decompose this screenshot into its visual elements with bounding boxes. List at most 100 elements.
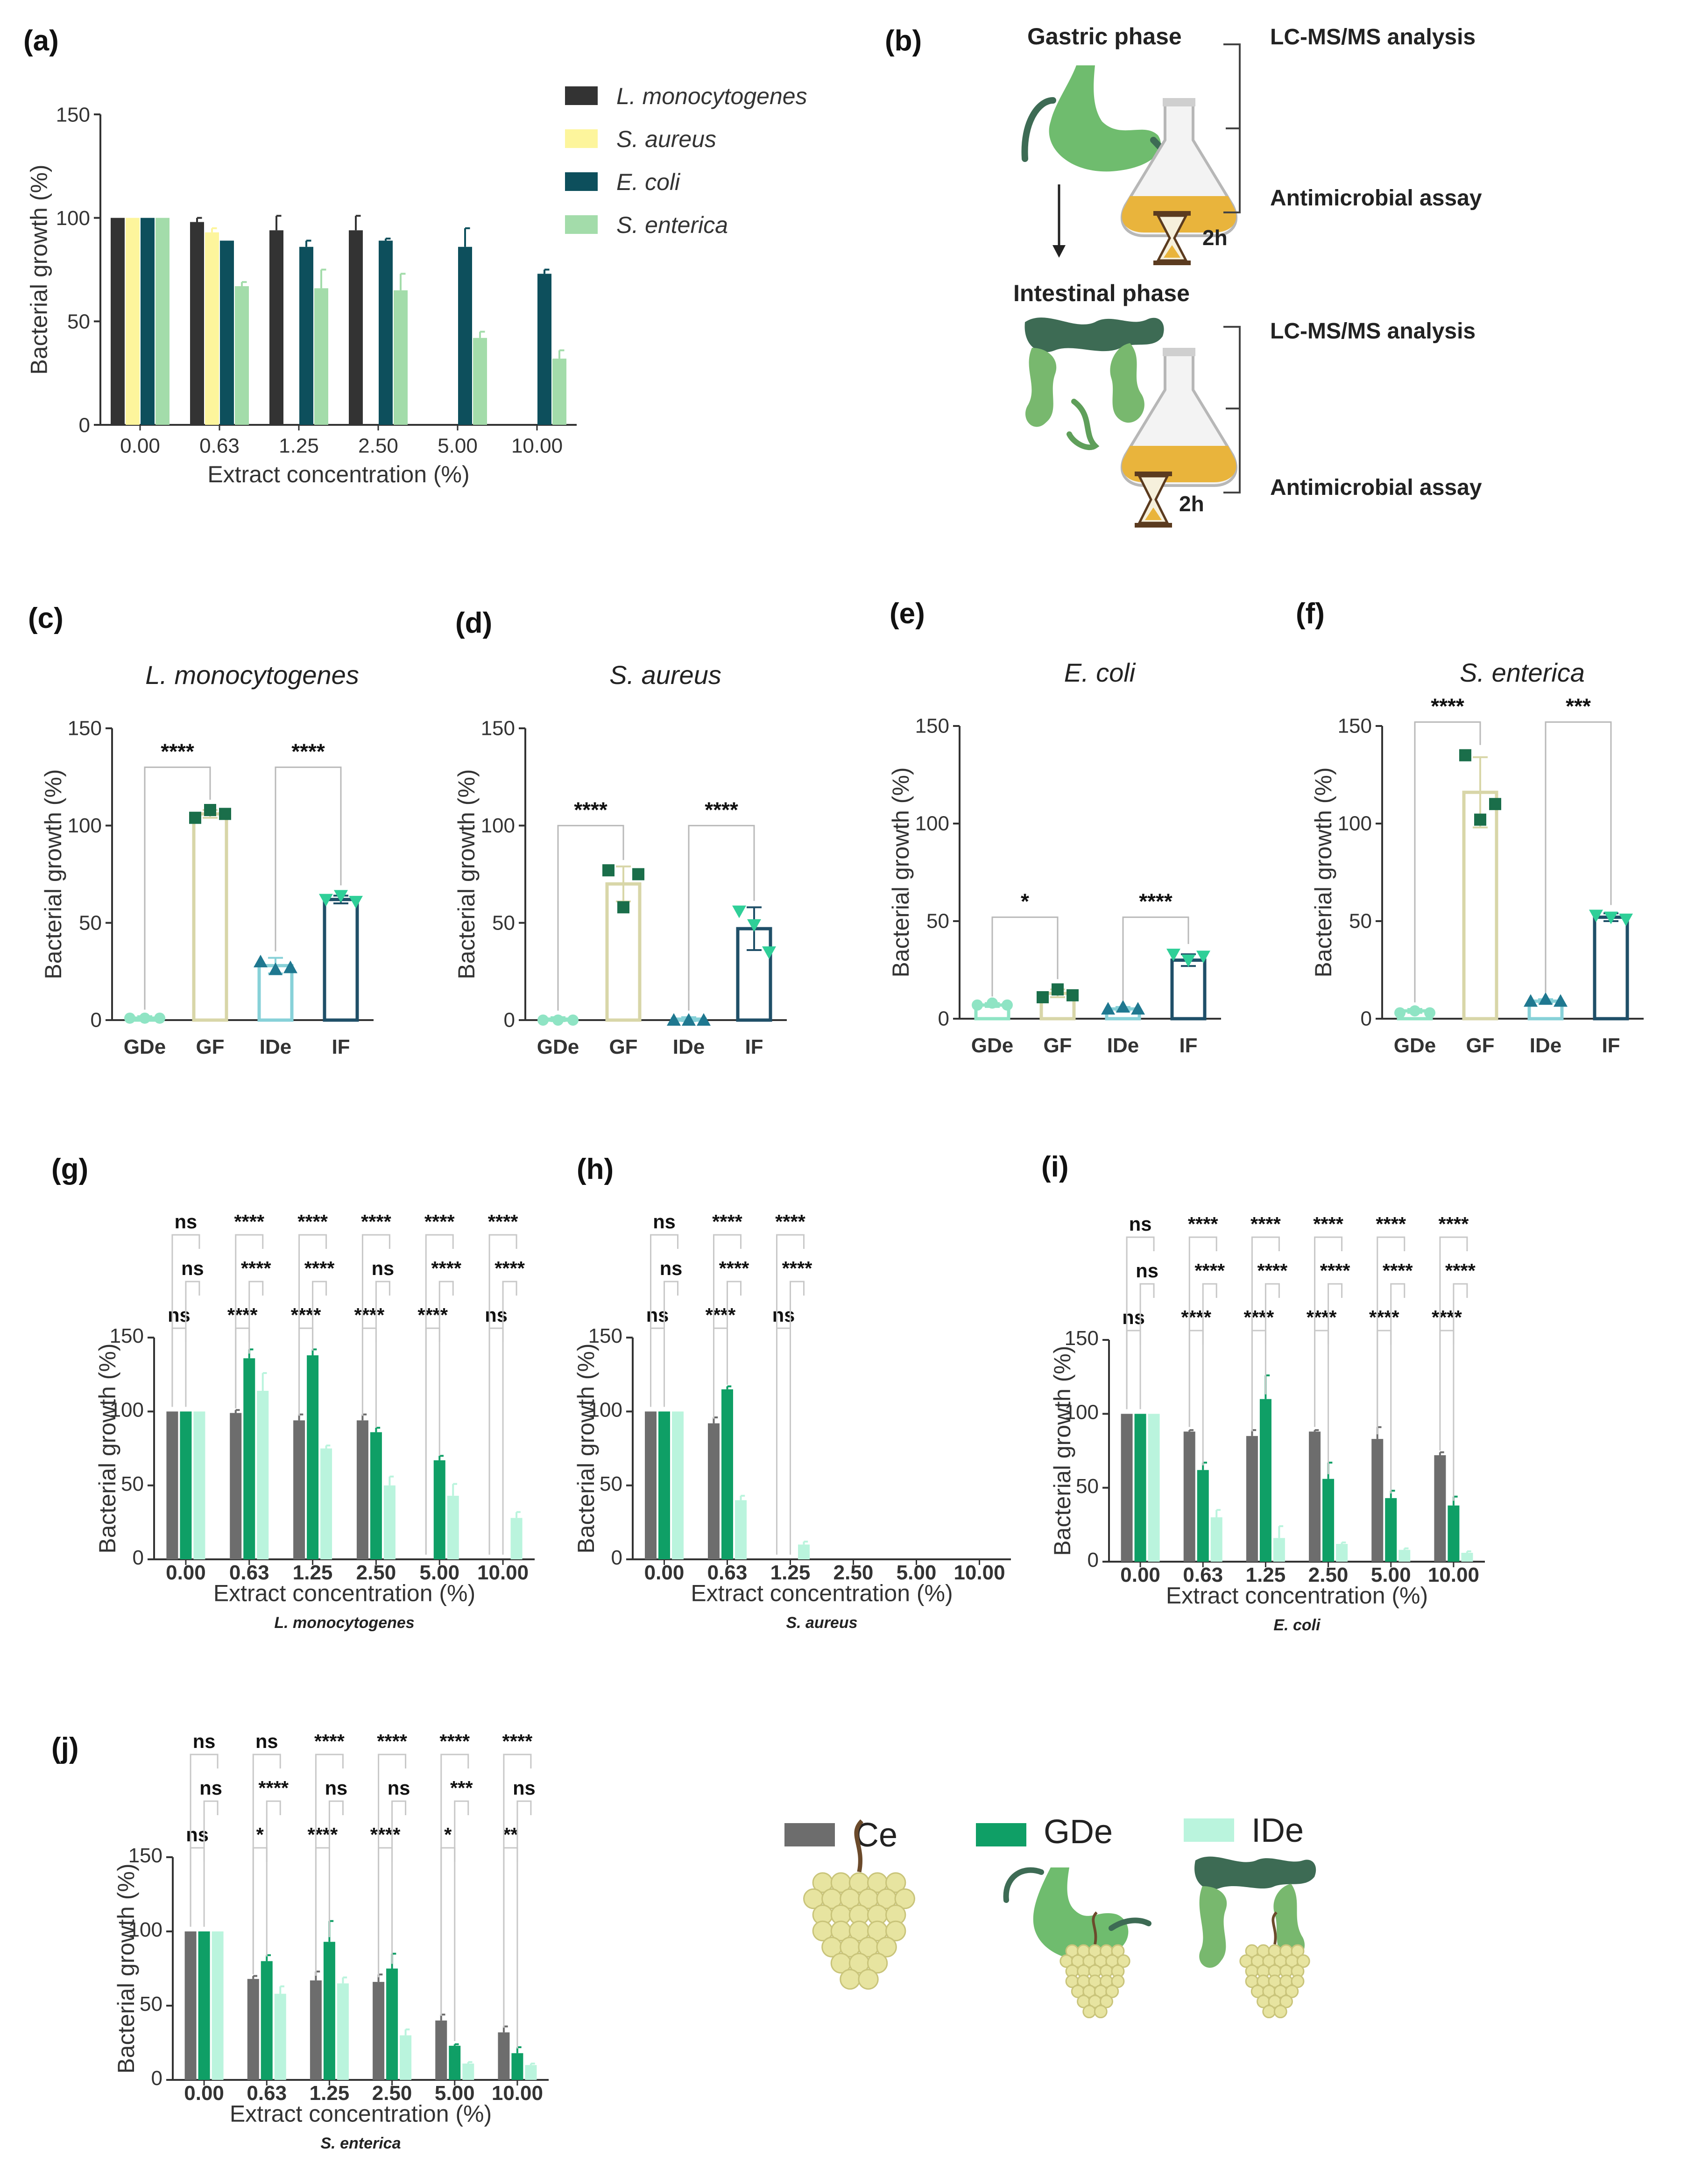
y-tick-label: 50	[492, 911, 515, 934]
significance-label: ***	[450, 1777, 473, 1799]
grape-berry	[1116, 1954, 1130, 1968]
significance-label: ns	[1136, 1260, 1158, 1282]
y-tick-label: 0	[1361, 1007, 1372, 1030]
bar-IF	[323, 898, 359, 1022]
significance-label: ****	[161, 739, 194, 763]
y-tick-label: 150	[68, 717, 102, 740]
significance-bracket	[425, 1234, 454, 1555]
significance-label: ****	[1320, 1260, 1351, 1282]
panel-label-e: (e)	[890, 598, 925, 630]
grape-berry	[840, 1969, 861, 1990]
bar-GF	[192, 812, 228, 1022]
significance-bracket	[557, 824, 624, 1011]
significance-label: ns	[653, 1211, 676, 1233]
bar-ide-10.00	[525, 2065, 537, 2080]
bar-ide-0.00	[672, 1411, 684, 1559]
significance-label: ****	[494, 1257, 525, 1279]
bar-senterica-1.25	[314, 288, 328, 425]
data-point-GF	[219, 808, 231, 820]
significance-label: ****	[1445, 1260, 1476, 1282]
significance-label: ****	[297, 1211, 328, 1233]
bar-ce-0.63	[247, 1979, 259, 2080]
data-point-IF	[1196, 951, 1210, 964]
significance-label: ****	[712, 1211, 743, 1233]
y-tick-label: 150	[56, 103, 90, 126]
significance-bracket	[503, 1754, 532, 2028]
y-tick-label: 100	[588, 1399, 622, 1422]
significance-label: ****	[370, 1824, 401, 1846]
lcms-label-gastric: LC-MS/MS analysis	[1270, 25, 1476, 49]
significance-label: ns	[1122, 1306, 1145, 1328]
significance-label: ****	[1432, 1306, 1462, 1328]
bar-ce-5.00	[435, 2020, 447, 2080]
x-tick-label: 2.50	[358, 434, 398, 457]
x-tick-label: 10.00	[1428, 1564, 1479, 1586]
bar-senterica-5.00	[473, 338, 487, 425]
grape-berry	[867, 1952, 888, 1974]
bar-gde-0.00	[180, 1411, 192, 1559]
bar-gde-1.25	[307, 1355, 319, 1559]
stomach-illustration-gde	[1003, 1867, 1151, 1960]
bar-ide-2.50	[400, 2035, 412, 2080]
significance-bracket	[688, 824, 755, 1011]
x-tick-label: 1.25	[279, 434, 319, 457]
y-axis-label: Bacterial growth (%)	[1049, 1346, 1075, 1556]
x-tick-label: GDe	[537, 1036, 579, 1058]
grape-berry	[1285, 1984, 1299, 1998]
chart-subtitle: S. enterica	[321, 2135, 401, 2152]
hourglass-icon-intestinal	[1135, 472, 1172, 528]
bar-ide-5.00	[462, 2064, 474, 2080]
significance-label: *	[444, 1824, 452, 1846]
y-tick-label: 100	[481, 814, 515, 837]
bar-gde-1.25	[1259, 1399, 1271, 1562]
data-point-GF	[1052, 983, 1064, 996]
x-tick-label: IF	[745, 1036, 763, 1058]
significance-bracket	[1126, 1236, 1155, 1409]
significance-bracket	[375, 1281, 390, 1428]
panel-label-a: (a)	[23, 25, 59, 57]
bar-ce-0.00	[1121, 1414, 1133, 1562]
grape-berry	[858, 1969, 879, 1990]
significance-label: ****	[377, 1730, 408, 1752]
grape-illustration-gde	[1059, 1911, 1130, 2019]
significance-bracket	[713, 1234, 742, 1419]
significance-label: ****	[719, 1257, 750, 1279]
chart-title: L. monocytogenes	[145, 660, 359, 690]
data-point-GDe	[987, 997, 998, 1009]
y-tick-label: 50	[121, 1472, 144, 1495]
y-tick-label: 50	[1349, 910, 1372, 933]
x-tick-label: 0.63	[707, 1561, 748, 1584]
panel-label-f: (f)	[1296, 598, 1325, 630]
legend-swatch-senterica	[565, 215, 598, 234]
significance-bracket	[315, 1754, 344, 1976]
significance-label: ****	[1188, 1213, 1219, 1235]
x-tick-label: GF	[609, 1036, 637, 1058]
y-tick-label: 100	[110, 1399, 144, 1422]
legend-swatch-saureus	[565, 129, 598, 148]
data-point-GDe	[1394, 1007, 1406, 1019]
data-point-IDe	[667, 1013, 681, 1026]
data-point-GDe	[124, 1012, 135, 1024]
significance-label: ****	[1383, 1260, 1413, 1282]
x-tick-label: 0.63	[229, 1561, 269, 1584]
significance-bracket	[1377, 1236, 1406, 1435]
significance-label: ****	[705, 797, 738, 822]
y-tick-label: 100	[56, 207, 90, 230]
gastric-phase-label: Gastric phase	[1027, 23, 1182, 49]
bar-ide-5.00	[447, 1495, 459, 1559]
x-tick-label: IDe	[673, 1036, 705, 1058]
significance-bracket	[1453, 1283, 1468, 1501]
significance-bracket	[252, 1754, 281, 1974]
chart-d-s-aureus-digestion: 0 50 100 150 Bacterial growth (%) S. aureus GD…	[453, 660, 787, 1058]
y-axis-label: Bacterial growth (%)	[26, 164, 52, 374]
y-tick-label: 0	[504, 1009, 515, 1032]
x-tick-label: 2.50	[833, 1561, 874, 1584]
bar-ide-1.25	[320, 1448, 332, 1559]
significance-bracket	[328, 1800, 344, 1937]
y-axis-label: Bacterial growth (%)	[888, 767, 914, 977]
grape-berry	[1105, 1984, 1119, 1998]
y-tick-label: 150	[588, 1324, 622, 1347]
x-tick-label: IF	[1179, 1034, 1197, 1057]
bar-ce-0.63	[1183, 1431, 1195, 1562]
